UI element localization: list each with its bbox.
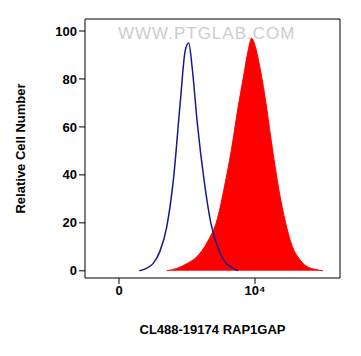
svg-text:40: 40 <box>63 167 77 182</box>
html-text:WWW.PTGLAB.COM: WWW.PTGLAB.COM <box>118 24 296 43</box>
svg-text:0: 0 <box>115 283 122 298</box>
svg-text:CL488-19174 RAP1GAP: CL488-19174 RAP1GAP <box>140 322 286 337</box>
svg-text:0: 0 <box>70 263 77 278</box>
svg-text:20: 20 <box>63 215 77 230</box>
svg-text:Relative Cell Number: Relative Cell Number <box>13 83 28 213</box>
svg-text:100: 100 <box>55 24 77 39</box>
svg-text:10⁴: 10⁴ <box>245 283 266 298</box>
svg-text:80: 80 <box>63 72 77 87</box>
svg-text:60: 60 <box>63 120 77 135</box>
